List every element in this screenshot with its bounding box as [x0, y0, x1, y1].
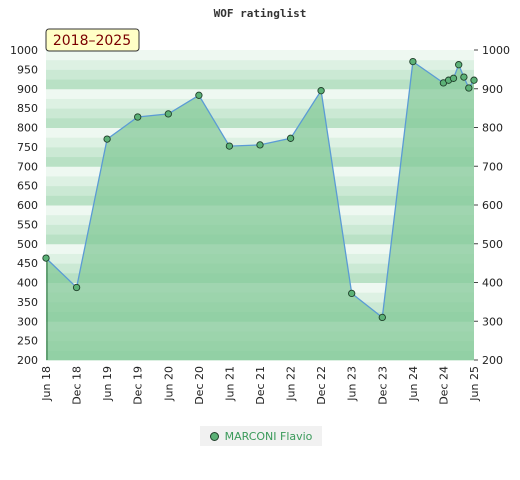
y-tick-label-left: 950: [17, 63, 38, 76]
y-tick-label-right: 700: [482, 160, 503, 173]
x-tick-label: Jun 20: [162, 366, 175, 402]
data-point: [449, 74, 458, 82]
band-stripe: [46, 69, 474, 80]
y-tick-label-right: 400: [482, 277, 503, 290]
data-point: [455, 61, 463, 69]
y-tick-label-right: 200: [482, 354, 503, 367]
x-tick-label: Dec 23: [376, 366, 389, 405]
data-point: [348, 289, 356, 298]
band-stripe: [46, 79, 474, 90]
y-tick-label-left: 350: [17, 296, 38, 309]
y-tick-label-left: 750: [17, 141, 38, 154]
data-point: [470, 76, 478, 84]
x-tick-label: Dec 19: [132, 366, 145, 405]
y-tick-label-left: 500: [17, 238, 38, 251]
period-badge: 2018–2025: [45, 28, 140, 52]
y-tick-label-right: 300: [482, 315, 503, 328]
band-stripe: [46, 127, 474, 138]
y-tick-label-left: 300: [17, 315, 38, 328]
data-point: [195, 91, 203, 99]
y-tick-label-left: 650: [17, 180, 38, 193]
y-tick-label-right: 900: [482, 83, 503, 96]
x-tick-label: Jun 23: [346, 366, 359, 402]
data-point: [42, 254, 50, 262]
legend: MARCONI Flavio: [200, 426, 322, 446]
y-tick-label-right: 800: [482, 122, 503, 135]
x-tick-label: Dec 21: [254, 366, 267, 405]
x-tick-label: Jun 22: [285, 366, 298, 402]
data-point: [164, 110, 172, 118]
data-point: [465, 84, 473, 92]
y-tick-label-left: 550: [17, 218, 38, 231]
y-tick-label-left: 600: [17, 199, 38, 212]
x-tick-label: Jun 24: [407, 366, 420, 402]
y-tick-label-right: 500: [482, 238, 503, 251]
data-point: [72, 283, 81, 292]
y-tick-label-left: 1000: [10, 44, 38, 57]
x-tick-label: Jun 18: [40, 366, 53, 402]
band-stripe: [46, 117, 474, 128]
legend-marker-icon: [209, 431, 219, 441]
x-tick-label: Dec 18: [71, 366, 84, 405]
x-axis: Jun 18 Dec 18 Jun 19 Dec 19 Jun 20 Dec 20 Jun …: [40, 366, 481, 405]
data-point: [134, 113, 142, 121]
y-tick-label-left: 900: [17, 83, 38, 96]
data-point: [460, 73, 468, 81]
legend-label: MARCONI Flavio: [224, 429, 313, 443]
x-tick-label: Jun 21: [223, 366, 236, 402]
y-tick-label-left: 200: [17, 354, 38, 367]
band-stripe: [46, 88, 474, 99]
x-tick-label: Jun 25: [468, 366, 481, 402]
y-tick-label-left: 450: [17, 257, 38, 270]
chart-title: WOF ratinglist: [214, 7, 307, 20]
y-tick-label-right: 600: [482, 199, 503, 212]
data-points: [42, 57, 478, 322]
y-axis-left: 200 250 300 350 400 450 500 550 600 650 700 750 800 8…: [10, 44, 38, 367]
band-stripe: [46, 108, 474, 119]
data-point: [256, 141, 264, 149]
x-tick-label: Dec 24: [437, 366, 450, 405]
data-point: [409, 57, 417, 66]
band-stripe: [46, 50, 474, 61]
data-point: [286, 134, 295, 142]
band-stripe: [46, 59, 474, 70]
area-fill: [46, 61, 474, 360]
y-tick-label-left: 250: [17, 335, 38, 348]
y-tick-label-left: 850: [17, 102, 38, 115]
data-point: [317, 87, 325, 95]
x-tick-label: Jun 19: [101, 366, 114, 402]
y-tick-label-left: 700: [17, 160, 38, 173]
y-tick-label-right: 1000: [482, 44, 510, 57]
period-badge-box: [45, 28, 140, 52]
x-tick-label: Dec 20: [193, 366, 206, 405]
data-point: [378, 313, 386, 322]
band-stripe: [46, 98, 474, 109]
data-point: [225, 142, 234, 150]
y-axis-right: 200 300 400 500 600 700 800 900 1000: [474, 44, 510, 367]
y-tick-label-left: 800: [17, 122, 38, 135]
y-tick-label-left: 400: [17, 277, 38, 290]
x-tick-label: Dec 22: [315, 366, 328, 405]
period-badge-label: 2018–2025: [53, 33, 131, 49]
data-point: [103, 135, 111, 143]
